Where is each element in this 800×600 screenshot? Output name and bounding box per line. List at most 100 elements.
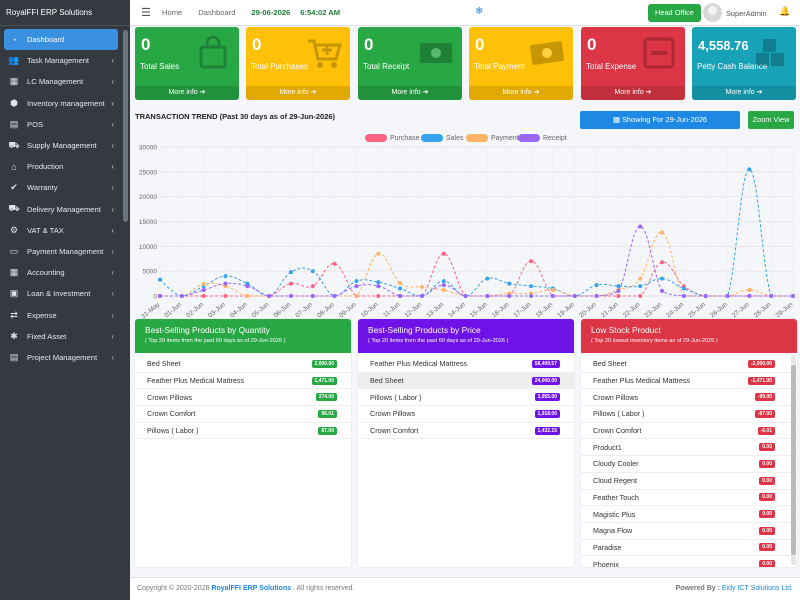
data-point-payment[interactable]	[376, 251, 381, 256]
data-point-sales[interactable]	[223, 274, 228, 279]
data-point-receipt[interactable]	[681, 294, 686, 298]
data-point-purchase[interactable]	[223, 294, 228, 298]
sidebar-item-pos[interactable]: ▤ POS ‹	[4, 114, 118, 135]
data-point-sales[interactable]	[529, 284, 534, 289]
sidebar-item-loan-investment[interactable]: ▣ Loan & Investment ‹	[4, 283, 118, 304]
data-point-receipt[interactable]	[572, 294, 577, 298]
data-point-receipt[interactable]	[747, 294, 752, 298]
sidebar-item-delivery-management[interactable]: ⛟ Delivery Management ‹	[4, 199, 118, 220]
data-point-receipt[interactable]	[616, 289, 621, 294]
head-office-button[interactable]: Head Office	[648, 4, 701, 22]
low-stock-scrollbar[interactable]	[791, 355, 796, 565]
powered-by-link[interactable]: Eidy ICT Solutions Ltd.	[721, 585, 793, 592]
data-point-sales[interactable]	[485, 276, 490, 281]
data-point-purchase[interactable]	[441, 251, 446, 256]
data-point-receipt[interactable]	[245, 284, 250, 289]
more-info-link[interactable]: More info ➔	[358, 86, 462, 100]
data-point-receipt[interactable]	[179, 294, 184, 298]
data-point-payment[interactable]	[419, 285, 424, 290]
avatar[interactable]	[703, 3, 722, 22]
sidebar-item-accounting[interactable]: ▦ Accounting ‹	[4, 262, 118, 283]
legend-item-sales[interactable]: Sales	[421, 133, 464, 143]
data-point-sales[interactable]	[441, 279, 446, 284]
data-point-payment[interactable]	[245, 294, 250, 298]
data-point-purchase[interactable]	[376, 294, 381, 298]
more-info-link[interactable]: More info ➔	[581, 86, 685, 100]
more-info-link[interactable]: More info ➔	[135, 86, 239, 100]
sidebar-item-project-management[interactable]: ▤ Project Management ‹	[4, 347, 118, 368]
data-point-receipt[interactable]	[158, 294, 162, 298]
data-point-receipt[interactable]	[703, 294, 708, 298]
username[interactable]: SuperAdmin	[726, 9, 767, 18]
data-point-sales[interactable]	[398, 286, 403, 291]
more-info-link[interactable]: More info ➔	[246, 86, 350, 100]
data-point-sales[interactable]	[660, 276, 665, 281]
more-info-link[interactable]: More info ➔	[692, 86, 796, 100]
bell-icon[interactable]: 🔔	[779, 6, 791, 16]
data-point-sales[interactable]	[638, 284, 643, 289]
data-point-sales[interactable]	[376, 280, 381, 285]
data-point-receipt[interactable]	[638, 224, 643, 229]
data-point-receipt[interactable]	[791, 294, 795, 298]
data-point-payment[interactable]	[550, 288, 555, 293]
data-point-purchase[interactable]	[332, 261, 337, 266]
sidebar-item-production[interactable]: ⌂ Production ‹	[4, 156, 118, 177]
data-point-receipt[interactable]	[288, 294, 293, 298]
data-point-receipt[interactable]	[398, 294, 403, 298]
data-point-sales[interactable]	[681, 286, 686, 291]
data-point-receipt[interactable]	[594, 294, 599, 298]
sidebar-scrollbar[interactable]	[123, 30, 128, 222]
company-link[interactable]: RoyalFFI ERP Solutions	[211, 585, 292, 592]
data-point-receipt[interactable]	[310, 294, 315, 298]
snowflake-icon[interactable]: ❄	[475, 6, 484, 17]
data-point-receipt[interactable]	[529, 294, 534, 298]
data-point-purchase[interactable]	[529, 259, 534, 264]
data-point-receipt[interactable]	[223, 281, 228, 286]
sidebar-item-task-management[interactable]: 👥 Task Management ‹	[4, 50, 118, 71]
sidebar-item-dashboard[interactable]: ◔ Dashboard	[4, 29, 118, 51]
legend-item-purchase[interactable]: Purchase	[365, 133, 420, 143]
data-point-payment[interactable]	[398, 281, 403, 286]
data-point-purchase[interactable]	[660, 260, 665, 265]
data-point-receipt[interactable]	[332, 294, 337, 298]
home-link[interactable]: Home	[162, 8, 183, 17]
sidebar-item-inventory-management[interactable]: ⬢ Inventory management ‹	[4, 93, 118, 114]
data-point-receipt[interactable]	[769, 294, 774, 298]
data-point-receipt[interactable]	[376, 284, 381, 289]
data-point-purchase[interactable]	[288, 281, 293, 286]
data-point-payment[interactable]	[638, 276, 643, 281]
data-point-receipt[interactable]	[660, 289, 665, 294]
data-point-receipt[interactable]	[485, 294, 490, 298]
more-info-link[interactable]: More info ➔	[469, 86, 573, 100]
dashboard-link[interactable]: Dashboard	[198, 8, 236, 17]
data-point-sales[interactable]	[594, 283, 599, 288]
data-point-sales[interactable]	[354, 279, 359, 284]
sidebar-item-warranty[interactable]: ✔ Warranty ‹	[4, 177, 118, 198]
data-point-receipt[interactable]	[201, 288, 206, 293]
data-point-receipt[interactable]	[441, 283, 446, 288]
brand-name[interactable]: RoyalFFI ERP Solutions	[0, 0, 130, 26]
data-point-sales[interactable]	[616, 284, 621, 289]
data-point-receipt[interactable]	[507, 294, 512, 298]
showing-for-button[interactable]: ▦ Showing For 29-Jun-2026	[580, 111, 740, 129]
data-point-receipt[interactable]	[267, 294, 272, 298]
sidebar-item-lc-management[interactable]: ▦ LC Management ‹	[4, 71, 118, 92]
sidebar-item-fixed-asset[interactable]: ✱ Fixed Asset ‹	[4, 326, 118, 347]
sidebar-item-expense[interactable]: ⇄ Expense ‹	[4, 304, 118, 325]
data-point-payment[interactable]	[354, 294, 359, 298]
menu-toggle-icon[interactable]: ☰	[141, 7, 151, 19]
legend-item-receipt[interactable]: Receipt	[518, 133, 567, 143]
data-point-purchase[interactable]	[201, 294, 206, 298]
sidebar-item-payment-management[interactable]: ▭ Payment Management ‹	[4, 241, 118, 262]
data-point-payment[interactable]	[660, 230, 665, 235]
data-point-receipt[interactable]	[725, 294, 730, 298]
data-point-purchase[interactable]	[616, 294, 621, 298]
data-point-receipt[interactable]	[354, 284, 359, 289]
legend-item-payment[interactable]: Payment	[466, 133, 519, 143]
data-point-payment[interactable]	[747, 288, 752, 293]
data-point-payment[interactable]	[441, 288, 446, 293]
data-point-receipt[interactable]	[419, 294, 424, 298]
data-point-payment[interactable]	[201, 282, 206, 287]
data-point-purchase[interactable]	[310, 284, 315, 289]
data-point-receipt[interactable]	[463, 294, 468, 298]
